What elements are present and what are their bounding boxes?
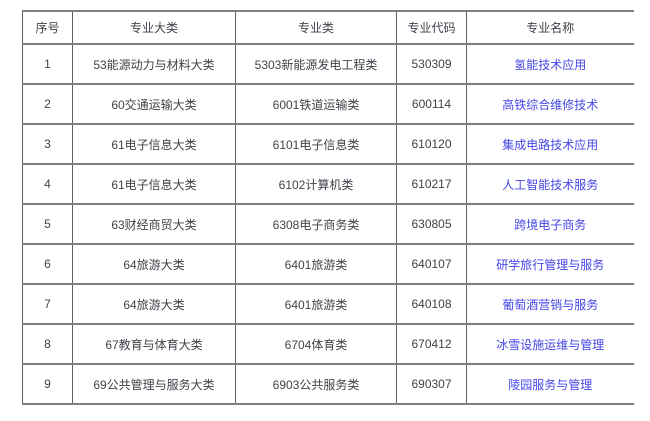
table-row: 9 69公共管理与服务大类 6903公共服务类 690307 陵园服务与管理 <box>22 364 634 404</box>
cell-major-category: 64旅游大类 <box>72 284 236 324</box>
major-name-link[interactable]: 人工智能技术服务 <box>502 177 599 192</box>
major-name-link[interactable]: 集成电路技术应用 <box>502 137 599 152</box>
major-name-link[interactable]: 氢能技术应用 <box>514 57 587 72</box>
cell-major-class: 6401旅游类 <box>235 284 397 324</box>
cell-major-code: 600114 <box>396 84 467 124</box>
cell-serial: 7 <box>22 284 73 324</box>
cell-major-name: 跨境电子商务 <box>466 204 634 244</box>
header-major-class: 专业类 <box>235 11 397 44</box>
cell-serial: 4 <box>22 164 73 204</box>
cell-major-code: 640108 <box>396 284 467 324</box>
cell-major-class: 6102计算机类 <box>235 164 397 204</box>
cell-major-name: 高铁综合维修技术 <box>466 84 634 124</box>
major-name-link[interactable]: 葡萄酒营销与服务 <box>502 297 599 312</box>
major-name-link[interactable]: 高铁综合维修技术 <box>502 97 599 112</box>
cell-major-class: 6001铁道运输类 <box>235 84 397 124</box>
cell-major-class: 6401旅游类 <box>235 244 397 284</box>
cell-major-class: 6101电子信息类 <box>235 124 397 164</box>
cell-major-class: 6704体育类 <box>235 324 397 364</box>
table-row: 2 60交通运输大类 6001铁道运输类 600114 高铁综合维修技术 <box>22 84 634 124</box>
cell-major-class: 6903公共服务类 <box>235 364 397 404</box>
cell-major-category: 63财经商贸大类 <box>72 204 236 244</box>
cell-major-name: 研学旅行管理与服务 <box>466 244 634 284</box>
cell-serial: 3 <box>22 124 73 164</box>
cell-serial: 1 <box>22 44 73 84</box>
header-major-name: 专业名称 <box>466 11 634 44</box>
header-row: 序号 专业大类 专业类 专业代码 专业名称 <box>22 11 634 44</box>
cell-major-category: 60交通运输大类 <box>72 84 236 124</box>
table-row: 1 53能源动力与材料大类 5303新能源发电工程类 530309 氢能技术应用 <box>22 44 634 84</box>
cell-major-code: 630805 <box>396 204 467 244</box>
cell-major-category: 61电子信息大类 <box>72 164 236 204</box>
cell-major-code: 670412 <box>396 324 467 364</box>
cell-major-code: 640107 <box>396 244 467 284</box>
header-major-category: 专业大类 <box>72 11 236 44</box>
cell-serial: 6 <box>22 244 73 284</box>
cell-major-code: 610217 <box>396 164 467 204</box>
cell-major-code: 690307 <box>396 364 467 404</box>
cell-major-name: 葡萄酒营销与服务 <box>466 284 634 324</box>
cell-serial: 8 <box>22 324 73 364</box>
table-row: 4 61电子信息大类 6102计算机类 610217 人工智能技术服务 <box>22 164 634 204</box>
cell-serial: 5 <box>22 204 73 244</box>
majors-table-container: 序号 专业大类 专业类 专业代码 专业名称 1 53能源动力与材料大类 5303… <box>22 10 634 405</box>
table-row: 3 61电子信息大类 6101电子信息类 610120 集成电路技术应用 <box>22 124 634 164</box>
cell-serial: 9 <box>22 364 73 404</box>
major-name-link[interactable]: 研学旅行管理与服务 <box>496 257 605 272</box>
cell-major-code: 610120 <box>396 124 467 164</box>
cell-major-class: 5303新能源发电工程类 <box>235 44 397 84</box>
major-name-link[interactable]: 冰雪设施运维与管理 <box>496 337 605 352</box>
table-row: 8 67教育与体育大类 6704体育类 670412 冰雪设施运维与管理 <box>22 324 634 364</box>
cell-major-name: 氢能技术应用 <box>466 44 634 84</box>
cell-major-category: 67教育与体育大类 <box>72 324 236 364</box>
header-major-code: 专业代码 <box>396 11 467 44</box>
header-serial: 序号 <box>22 11 73 44</box>
table-row: 6 64旅游大类 6401旅游类 640107 研学旅行管理与服务 <box>22 244 634 284</box>
cell-major-name: 集成电路技术应用 <box>466 124 634 164</box>
cell-major-name: 冰雪设施运维与管理 <box>466 324 634 364</box>
cell-major-code: 530309 <box>396 44 467 84</box>
cell-major-category: 64旅游大类 <box>72 244 236 284</box>
table-row: 5 63财经商贸大类 6308电子商务类 630805 跨境电子商务 <box>22 204 634 244</box>
majors-table: 序号 专业大类 专业类 专业代码 专业名称 1 53能源动力与材料大类 5303… <box>22 10 634 405</box>
major-name-link[interactable]: 陵园服务与管理 <box>508 377 593 392</box>
table-row: 7 64旅游大类 6401旅游类 640108 葡萄酒营销与服务 <box>22 284 634 324</box>
cell-serial: 2 <box>22 84 73 124</box>
cell-major-name: 人工智能技术服务 <box>466 164 634 204</box>
cell-major-category: 61电子信息大类 <box>72 124 236 164</box>
cell-major-name: 陵园服务与管理 <box>466 364 634 404</box>
cell-major-class: 6308电子商务类 <box>235 204 397 244</box>
major-name-link[interactable]: 跨境电子商务 <box>514 217 587 232</box>
cell-major-category: 53能源动力与材料大类 <box>72 44 236 84</box>
cell-major-category: 69公共管理与服务大类 <box>72 364 236 404</box>
